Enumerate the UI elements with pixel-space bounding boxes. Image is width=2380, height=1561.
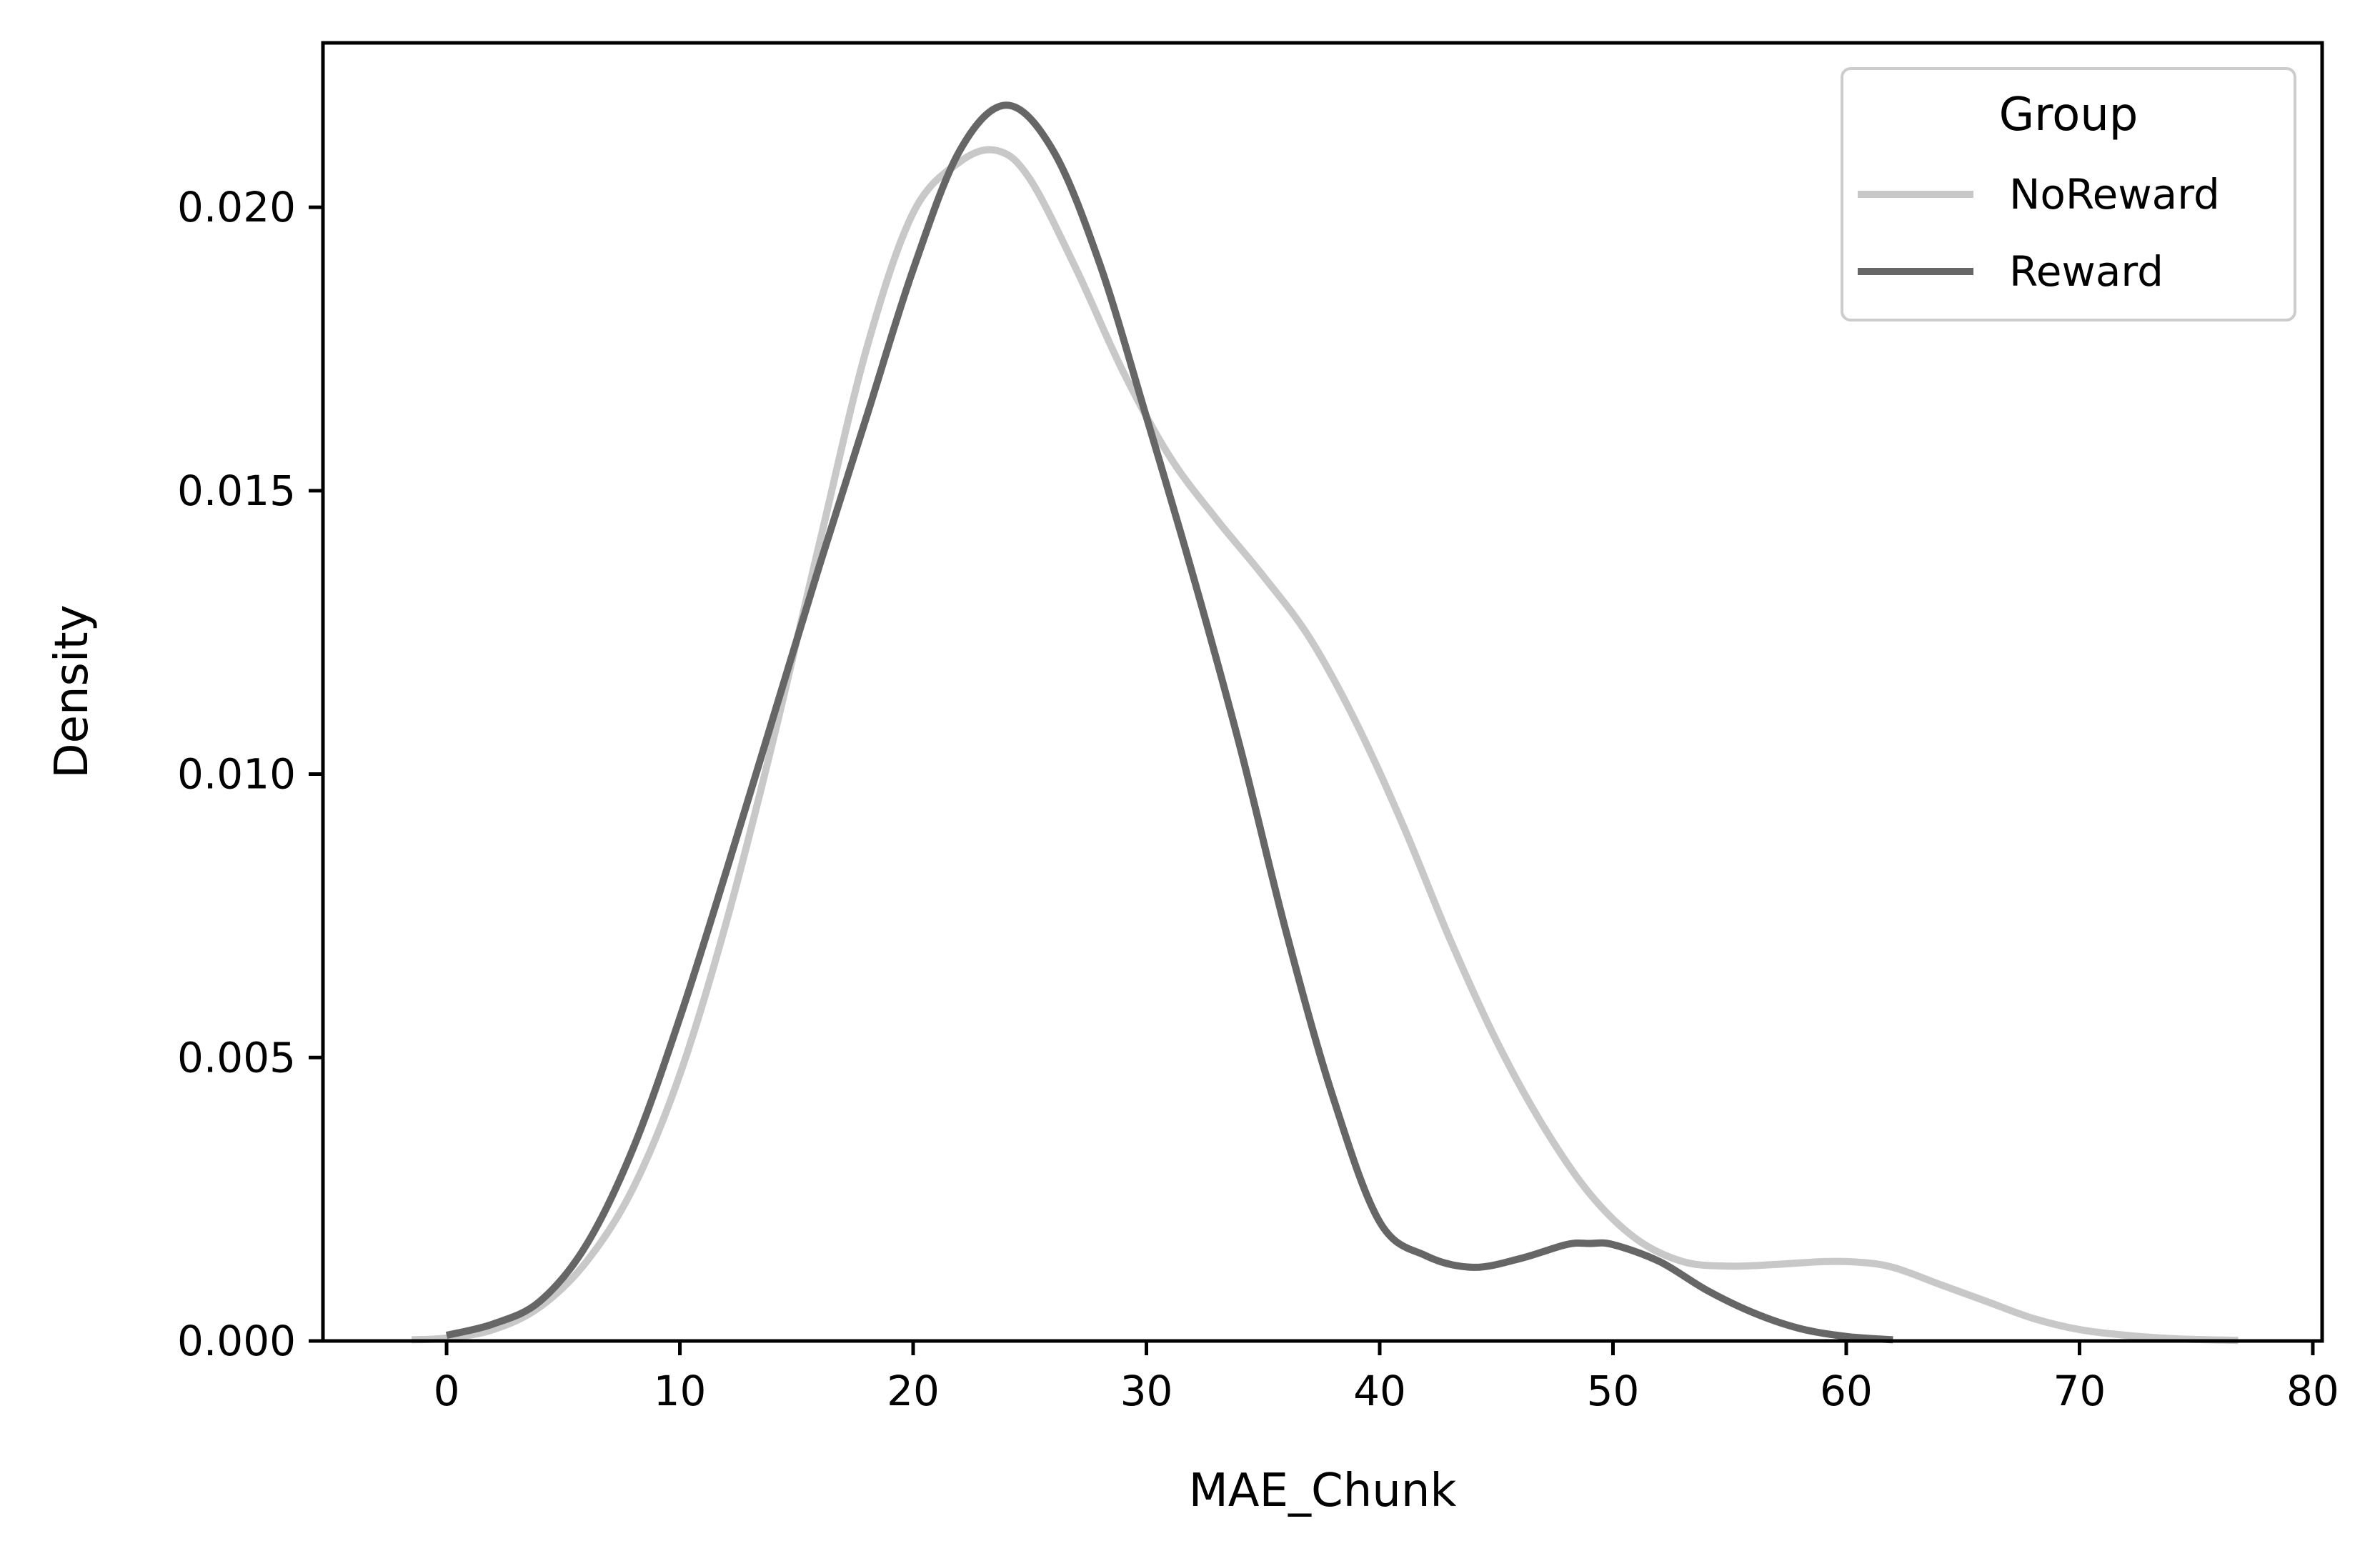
x-axis-ticks: 0 10 20 30 40 50 60 70 80	[434, 1341, 2339, 1415]
x-tick-label: 0	[434, 1367, 460, 1415]
y-axis-title: Density	[46, 604, 99, 778]
legend: Group NoReward Reward	[1841, 67, 2296, 321]
x-tick-label: 40	[1353, 1367, 1406, 1415]
y-axis-ticks: 0.000 0.005 0.010 0.015 0.020	[177, 183, 323, 1365]
y-tick-label: 0.020	[177, 183, 296, 231]
y-tick-label: 0.015	[177, 467, 296, 515]
x-tick-label: 10	[654, 1367, 707, 1415]
series-line-reward	[445, 101, 1893, 1344]
series-layer	[411, 101, 2239, 1345]
y-tick-label: 0.005	[177, 1033, 296, 1082]
legend-box	[1841, 67, 2296, 321]
legend-label-noreward: NoReward	[2009, 170, 2220, 219]
x-tick-label: 50	[1587, 1367, 1640, 1415]
x-tick-label: 70	[2053, 1367, 2106, 1415]
legend-label-reward: Reward	[2009, 247, 2164, 296]
plot-frame	[321, 41, 2324, 1343]
x-tick-label: 60	[1820, 1367, 1873, 1415]
y-tick-label: 0.000	[177, 1317, 296, 1365]
y-tick-label: 0.010	[177, 750, 296, 799]
legend-title: Group	[1999, 89, 2138, 141]
x-tick-label: 20	[887, 1367, 940, 1415]
x-axis-title: MAE_Chunk	[1189, 1465, 1457, 1517]
x-tick-label: 30	[1120, 1367, 1173, 1415]
series-line-noreward	[411, 146, 2239, 1345]
x-tick-label: 80	[2286, 1367, 2339, 1415]
legend-entries: NoReward Reward	[1858, 170, 2220, 296]
